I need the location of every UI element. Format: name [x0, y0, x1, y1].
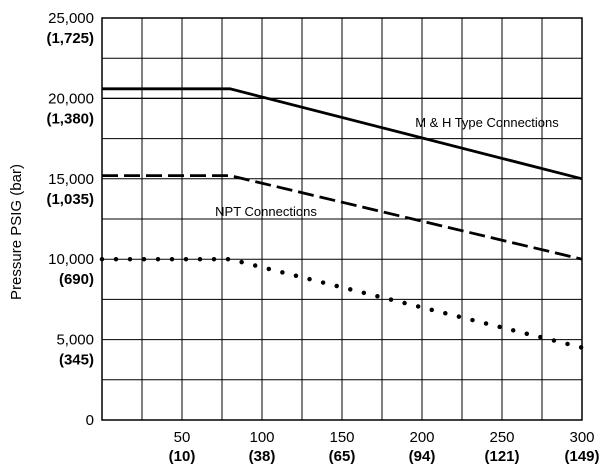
x-tick-sublabel: (10) [169, 448, 196, 465]
chart-labels: M & H Type Connections NPT Connections 0 5,… [46, 10, 599, 465]
y-tick-sublabel: (345) [59, 352, 94, 369]
chart-grid [101, 17, 583, 421]
x-tick-label: 150 [329, 429, 354, 446]
y-tick-sublabel: (690) [59, 271, 94, 288]
y-tick-sublabel: (1,035) [46, 191, 94, 208]
x-tick-label: 100 [249, 429, 274, 446]
series-line-1 [102, 87, 583, 181]
x-tick-sublabel: (38) [249, 448, 276, 465]
y-tick-label: 5,000 [56, 332, 94, 349]
x-tick-label: 250 [489, 429, 514, 446]
x-tick-label: 300 [569, 429, 594, 446]
y-tick-label: 20,000 [48, 90, 94, 107]
plot-frame [101, 17, 583, 421]
y-tick-sublabel: (1,380) [46, 110, 94, 127]
x-tick-sublabel: (65) [329, 448, 356, 465]
series-label-2: NPT Connections [215, 204, 317, 219]
y-axis-title: Pressure PSIG (bar) [8, 164, 25, 300]
y-tick-label: 25,000 [48, 10, 94, 27]
chart-series [99, 87, 585, 350]
x-tick-label: 200 [409, 429, 434, 446]
series-label-1: M & H Type Connections [415, 115, 559, 130]
x-tick-sublabel: (121) [484, 448, 519, 465]
y-tick-sublabel: (1,725) [46, 30, 94, 47]
y-tick-label: 0 [86, 412, 94, 429]
x-tick-label: 50 [174, 429, 191, 446]
y-tick-label: 10,000 [48, 251, 94, 268]
x-tick-sublabel: (94) [409, 448, 436, 465]
x-tick-sublabel: (149) [564, 448, 599, 465]
y-tick-label: 15,000 [48, 171, 94, 188]
series-line-3 [99, 256, 585, 350]
